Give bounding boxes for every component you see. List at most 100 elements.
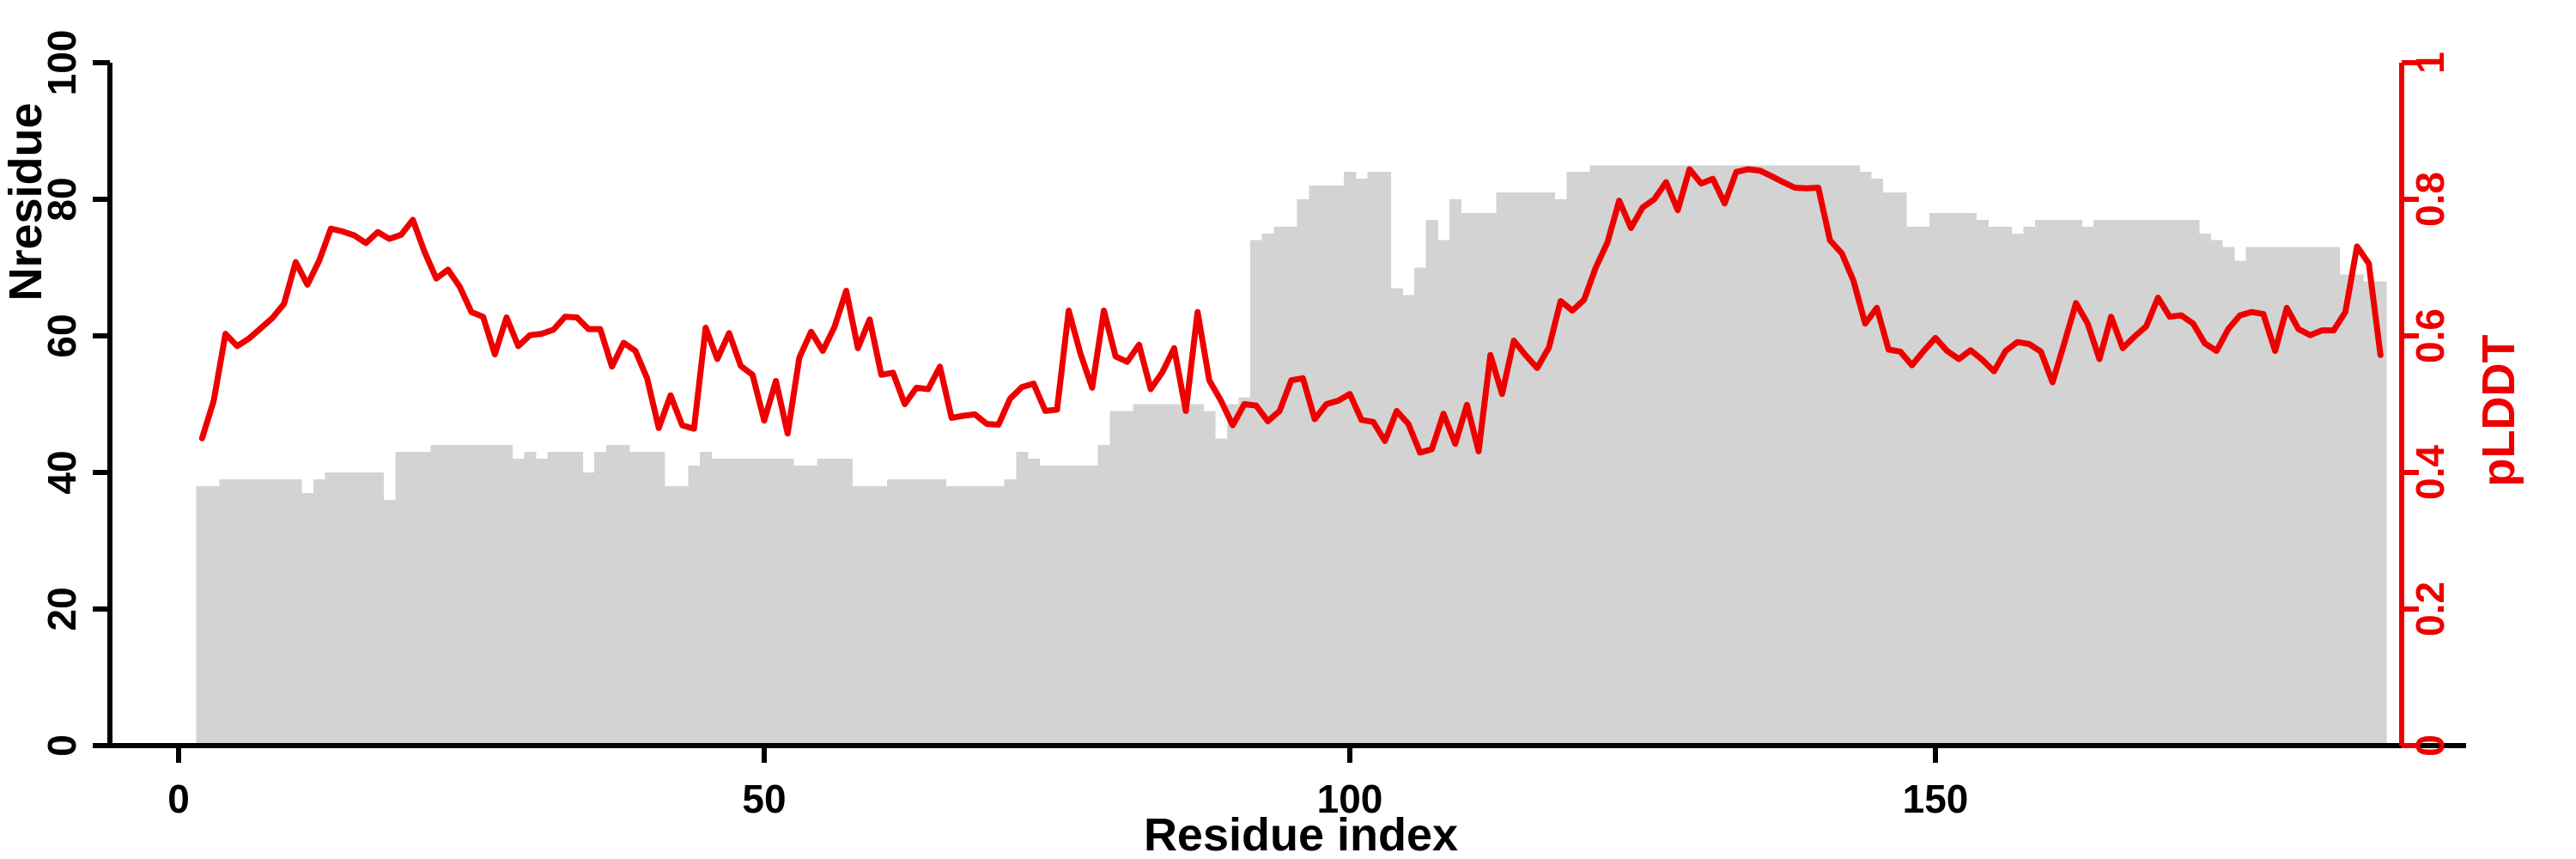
- bar-residue-92: [1250, 240, 1263, 746]
- bar-residue-179: [2269, 247, 2281, 746]
- bar-residue-183: [2316, 247, 2329, 746]
- y-left-tick-label-20: 20: [39, 587, 84, 631]
- bar-residue-184: [2327, 247, 2341, 746]
- bar-residue-103: [1379, 172, 1392, 746]
- bar-residue-133: [1730, 165, 1743, 746]
- bar-residue-6: [243, 478, 256, 746]
- bar-residue-77: [1074, 466, 1087, 746]
- bar-residue-40: [641, 452, 653, 746]
- bar-residue-86: [1180, 404, 1193, 746]
- bar-residue-78: [1086, 466, 1099, 746]
- x-axis-tick-label-150: 150: [1903, 777, 1969, 821]
- nresidue-bars: [196, 165, 2387, 746]
- bar-residue-31: [536, 459, 549, 746]
- bar-residue-125: [1637, 165, 1649, 746]
- bar-residue-105: [1402, 295, 1415, 746]
- bar-residue-130: [1695, 165, 1708, 746]
- bar-residue-88: [1203, 411, 1216, 746]
- bar-residue-156: [2000, 226, 2013, 746]
- bar-residue-170: [2163, 219, 2177, 746]
- bar-residue-109: [1449, 199, 1462, 746]
- bar-residue-51: [769, 459, 782, 746]
- bar-residue-177: [2245, 247, 2258, 746]
- bar-residue-68: [969, 485, 981, 746]
- bar-residue-146: [1882, 192, 1895, 746]
- bar-residue-176: [2233, 260, 2246, 746]
- bar-residue-91: [1238, 397, 1251, 746]
- bar-residue-62: [898, 478, 911, 746]
- bar-residue-13: [325, 472, 337, 746]
- bar-residue-57: [840, 459, 853, 746]
- bar-residue-135: [1753, 165, 1766, 746]
- bar-residue-70: [992, 485, 1005, 746]
- bar-residue-114: [1508, 192, 1521, 746]
- y-left-tick-label-40: 40: [39, 450, 84, 494]
- bar-residue-46: [711, 459, 724, 746]
- plddt-line: [198, 166, 2384, 456]
- bar-residue-21: [418, 452, 431, 746]
- bar-residue-166: [2117, 219, 2129, 746]
- y-left-tick-label-60: 60: [39, 314, 84, 357]
- y-left-tick-label-100: 100: [39, 30, 84, 96]
- y-left-tick-label-0: 0: [39, 734, 84, 757]
- bar-residue-154: [1976, 219, 1989, 746]
- bar-residue-131: [1707, 165, 1720, 746]
- bar-residue-98: [1320, 186, 1334, 746]
- bar-residue-157: [2011, 233, 2024, 746]
- bar-residue-152: [1953, 212, 1965, 746]
- bar-residue-151: [1941, 212, 1953, 746]
- bar-residue-150: [1929, 212, 1942, 746]
- y-axis-right-title: pLDDT: [2473, 335, 2524, 487]
- bar-residue-182: [2304, 247, 2317, 746]
- bar-residue-187: [2362, 281, 2375, 746]
- bar-residue-35: [582, 472, 595, 746]
- bar-residue-139: [1801, 165, 1814, 746]
- bar-residue-56: [829, 459, 841, 746]
- bar-residue-178: [2257, 247, 2270, 746]
- bar-residue-32: [547, 452, 560, 746]
- bar-residue-12: [313, 478, 325, 746]
- bar-residue-129: [1683, 165, 1696, 746]
- bar-residue-128: [1672, 165, 1685, 746]
- y-right-tick-label-0_8: 0.8: [2408, 172, 2452, 227]
- bar-residue-94: [1273, 226, 1286, 746]
- bar-residue-165: [2105, 219, 2117, 746]
- bar-residue-134: [1741, 165, 1755, 746]
- bar-residue-55: [817, 459, 829, 746]
- bar-residue-127: [1660, 165, 1673, 746]
- x-axis-tick-label-50: 50: [742, 777, 786, 821]
- bar-residue-188: [2374, 281, 2387, 746]
- bar-residue-144: [1859, 172, 1872, 746]
- bar-residue-80: [1109, 411, 1122, 746]
- bar-residue-25: [465, 445, 478, 746]
- bar-residue-108: [1437, 240, 1450, 746]
- bar-residue-24: [453, 445, 466, 746]
- bar-residue-167: [2129, 219, 2142, 746]
- bar-residue-8: [266, 478, 279, 746]
- bar-residue-26: [477, 445, 489, 746]
- bar-residue-145: [1870, 179, 1884, 746]
- bar-residue-27: [489, 445, 501, 746]
- bar-residue-162: [2069, 219, 2082, 746]
- bar-residue-65: [933, 478, 946, 746]
- bar-residue-174: [2210, 240, 2223, 746]
- bar-residue-48: [734, 459, 748, 746]
- bar-residue-74: [1039, 466, 1052, 746]
- bar-residue-18: [383, 499, 396, 746]
- bar-residue-155: [1988, 226, 2001, 746]
- y-right-tick-label-0: 0: [2408, 734, 2452, 757]
- bar-residue-33: [559, 452, 572, 746]
- bar-residue-67: [957, 485, 970, 746]
- bar-residue-41: [653, 452, 665, 746]
- bar-residue-17: [372, 472, 385, 746]
- bar-residue-147: [1894, 192, 1907, 746]
- bar-residue-29: [512, 459, 525, 746]
- bar-residue-2: [196, 485, 209, 746]
- bar-residue-4: [219, 478, 232, 746]
- bar-residue-171: [2175, 219, 2188, 746]
- bar-residue-185: [2339, 274, 2352, 746]
- bar-residue-16: [360, 472, 373, 746]
- bar-residue-142: [1836, 165, 1849, 746]
